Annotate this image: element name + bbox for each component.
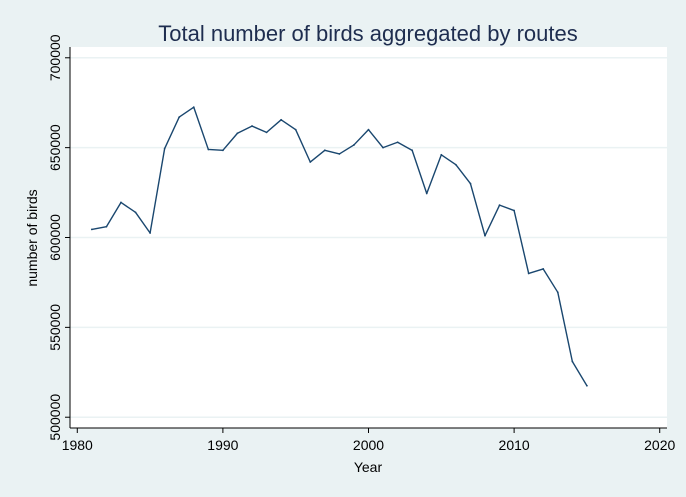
data-point: [163, 147, 166, 150]
data-point: [105, 225, 108, 228]
data-point: [192, 106, 195, 109]
x-tick-label: 2000: [353, 437, 384, 453]
data-point: [178, 116, 181, 118]
data-point: [571, 360, 574, 363]
data-point: [586, 384, 588, 387]
series-layer: [90, 106, 588, 387]
y-tick-label: 650000: [47, 124, 63, 171]
data-point: [251, 125, 253, 127]
data-point: [265, 131, 268, 134]
x-axis-label: Year: [354, 459, 383, 475]
x-tick-label: 2010: [499, 437, 530, 453]
grid-lines: [70, 57, 667, 418]
chart-title: Total number of birds aggregated by rout…: [158, 21, 577, 46]
data-point: [382, 146, 384, 149]
data-point: [527, 272, 530, 275]
y-axis-label: number of birds: [24, 189, 40, 286]
data-point: [411, 149, 414, 152]
data-point: [542, 268, 545, 270]
x-tick-label: 2020: [644, 437, 675, 453]
y-tick-label: 600000: [47, 214, 63, 261]
data-point: [353, 144, 355, 146]
data-point: [484, 234, 486, 237]
data-point: [469, 182, 472, 185]
data-point: [425, 192, 428, 195]
data-point: [207, 148, 210, 151]
data-point: [323, 149, 326, 152]
data-point: [134, 211, 137, 214]
data-point: [280, 118, 283, 121]
data-point: [498, 204, 501, 207]
data-point: [513, 209, 516, 212]
data-point: [556, 291, 559, 294]
data-point: [221, 149, 224, 152]
data-point: [309, 161, 312, 163]
data-point: [120, 201, 122, 204]
x-tick-label: 1980: [62, 437, 93, 453]
data-point: [440, 153, 443, 156]
y-tick-label: 550000: [47, 304, 63, 351]
axes: 500000 550000 600000 650000 700000 1980 1990 20…: [47, 34, 675, 453]
data-point: [236, 132, 239, 135]
x-tick-label: 1990: [207, 437, 238, 453]
data-point: [338, 153, 341, 155]
y-tick-label: 500000: [47, 394, 63, 441]
data-point: [90, 228, 93, 231]
data-point: [294, 128, 297, 131]
y-tick-label: 700000: [47, 34, 63, 81]
data-point: [396, 141, 399, 144]
data-point: [367, 128, 370, 131]
data-point: [149, 232, 151, 234]
data-point: [454, 163, 457, 166]
